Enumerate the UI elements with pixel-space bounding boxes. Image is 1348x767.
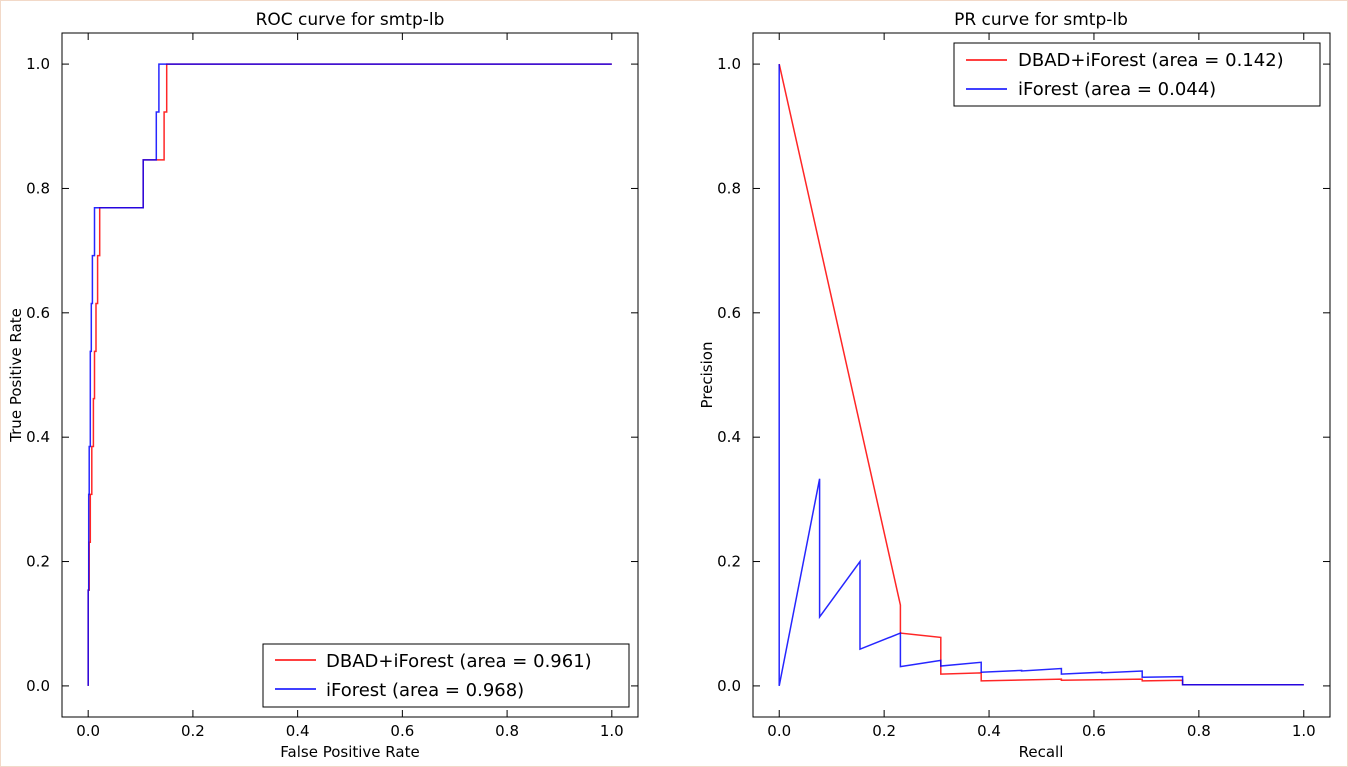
roc-lines — [87, 63, 612, 686]
roc-legend-box — [262, 643, 630, 708]
roc-legend-label-dbad: DBAD+iForest (area = 0.961) — [326, 651, 592, 672]
roc-panel: ROC curve for smtp-lb 0.0 0.2 0.4 0.6 0.8 1.0… — [7, 10, 639, 761]
pr-xtick-label: 1.0 — [1292, 722, 1316, 740]
pr-ytick-label: 0.6 — [717, 304, 741, 322]
pr-series-iforest — [778, 64, 1304, 687]
pr-xtick-label: 0.6 — [1082, 722, 1106, 740]
pr-ytick-label: 0.4 — [717, 428, 741, 446]
roc-series-dbad-iforest — [87, 63, 612, 686]
pr-ytick-label: 0.2 — [717, 553, 741, 571]
roc-series-iforest — [87, 63, 612, 686]
roc-ytick-label: 0.4 — [26, 428, 50, 446]
roc-ticks: 0.0 0.2 0.4 0.6 0.8 1.0 0.0 0.2 0.4 0.6 0.8 1.0 — [26, 33, 638, 740]
roc-xtick-label: 1.0 — [600, 722, 624, 740]
roc-xtick-label: 0.4 — [286, 722, 310, 740]
pr-legend-label-iforest: iForest (area = 0.044) — [1018, 79, 1216, 100]
roc-ytick-label: 0.2 — [26, 553, 50, 571]
pr-xtick-label: 0.8 — [1187, 722, 1211, 740]
roc-axes-frame — [61, 32, 639, 718]
pr-ticks: 0.0 0.2 0.4 0.6 0.8 1.0 0.0 0.2 0.4 0.6 0.8 1.0 — [717, 33, 1330, 740]
pr-title: PR curve for smtp-lb — [954, 10, 1128, 30]
pr-series-dbad-iforest — [778, 63, 1304, 686]
pr-ytick-label: 0.0 — [717, 677, 741, 695]
roc-legend: DBAD+iForest (area = 0.961) iForest (are… — [262, 643, 630, 708]
pr-xtick-label: 0.0 — [767, 722, 791, 740]
roc-ytick-label: 0.6 — [26, 304, 50, 322]
roc-xtick-label: 0.6 — [390, 722, 414, 740]
pr-legend: DBAD+iForest (area = 0.142) iForest (are… — [953, 42, 1321, 107]
pr-panel: PR curve for smtp-lb 0.0 0.2 0.4 0.6 0.8 1.00… — [698, 10, 1331, 761]
roc-xlabel: False Positive Rate — [280, 743, 419, 761]
roc-xtick-label: 0.8 — [495, 722, 519, 740]
pr-legend-label-dbad: DBAD+iForest (area = 0.142) — [1018, 50, 1284, 71]
pr-ytick-label: 1.0 — [717, 55, 741, 73]
roc-ytick-label: 0.0 — [26, 677, 50, 695]
pr-ylabel: Precision — [698, 342, 716, 409]
pr-xlabel: Recall — [1019, 743, 1064, 761]
pr-legend-box — [953, 42, 1321, 107]
pr-xtick-label: 0.2 — [872, 722, 896, 740]
roc-legend-label-iforest: iForest (area = 0.968) — [326, 680, 524, 701]
pr-lines — [778, 63, 1304, 687]
pr-xtick-label: 0.4 — [977, 722, 1001, 740]
roc-xtick-label: 0.0 — [76, 722, 100, 740]
pr-axes-frame — [752, 32, 1331, 718]
pr-ytick-label: 0.8 — [717, 179, 741, 197]
roc-xtick-label: 0.2 — [181, 722, 205, 740]
roc-ytick-label: 1.0 — [26, 55, 50, 73]
roc-title: ROC curve for smtp-lb — [256, 10, 445, 30]
roc-ylabel: True Positive Rate — [7, 308, 25, 443]
roc-ytick-label: 0.8 — [26, 179, 50, 197]
